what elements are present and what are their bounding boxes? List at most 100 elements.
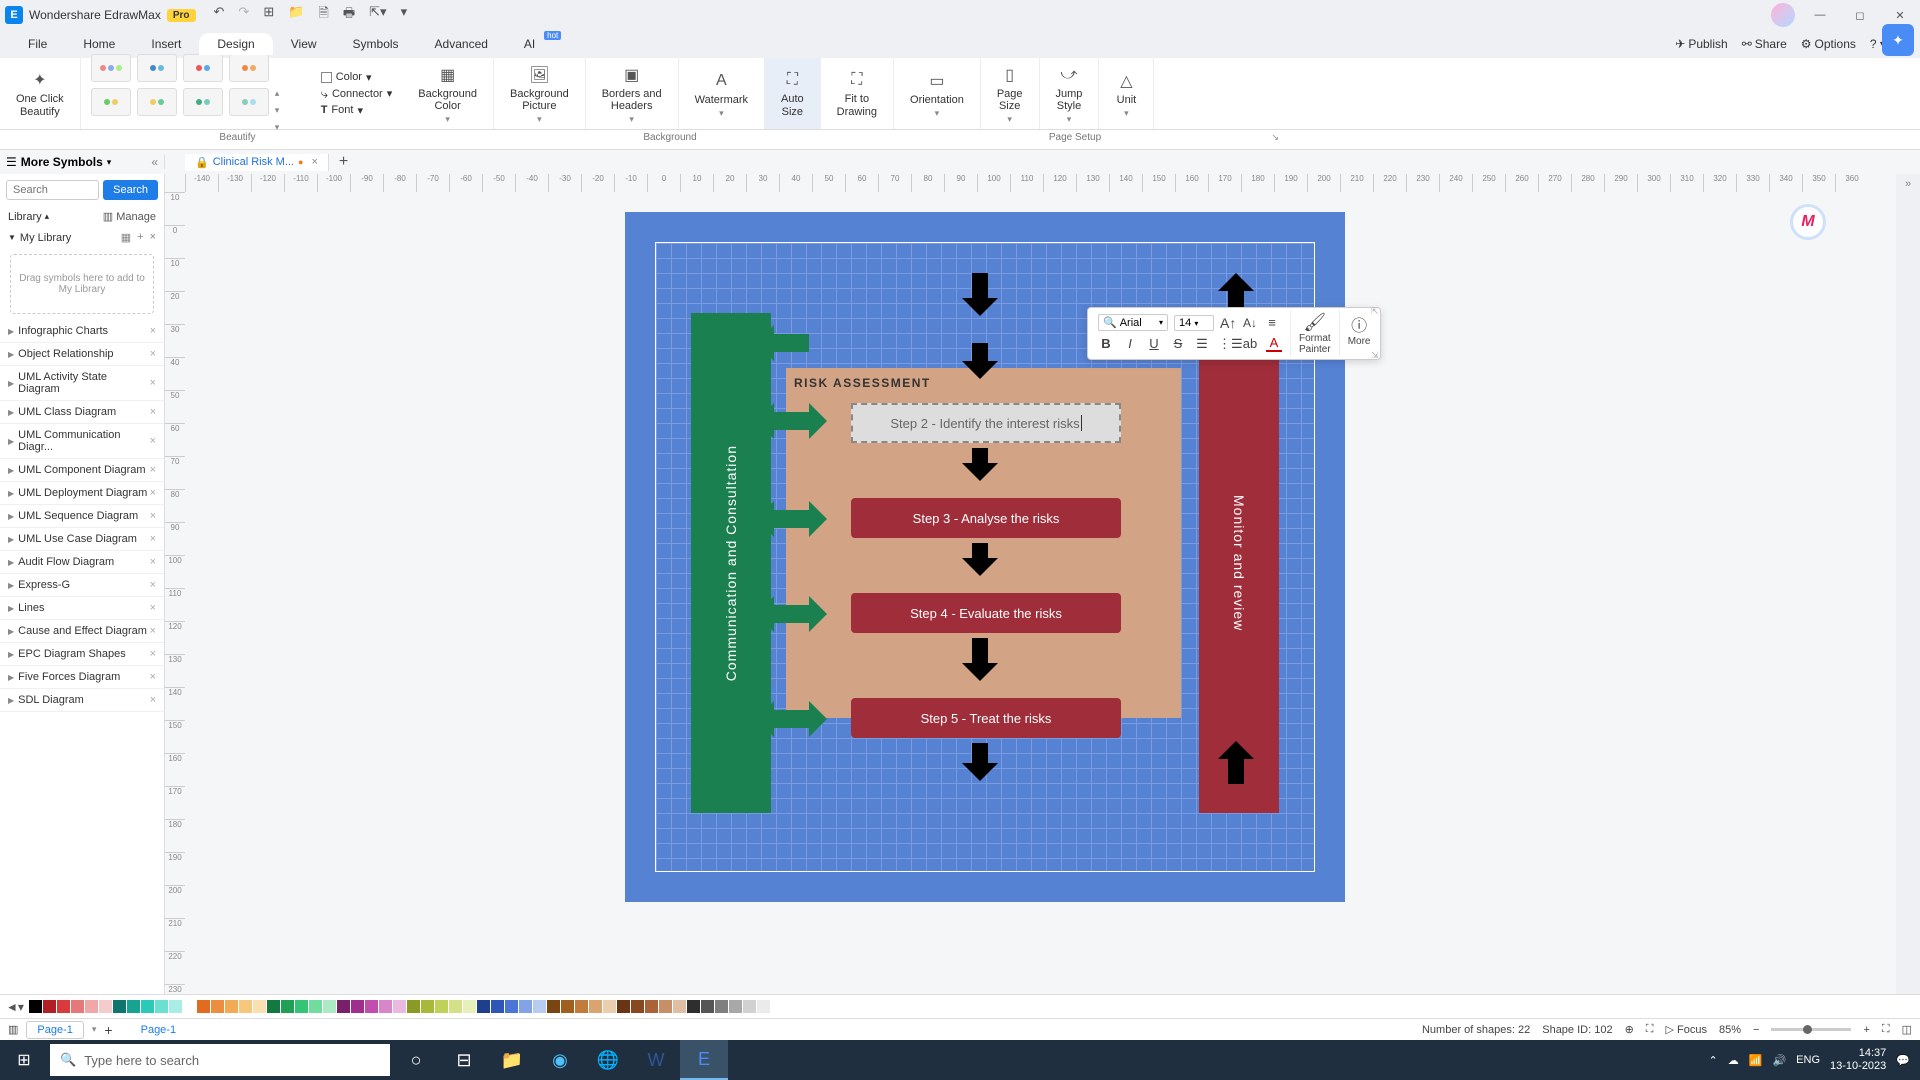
color-swatch[interactable]	[155, 1000, 168, 1013]
color-swatch[interactable]	[197, 1000, 210, 1013]
color-swatch[interactable]	[309, 1000, 322, 1013]
target-icon[interactable]: ⊕	[1625, 1023, 1634, 1036]
mylib-header[interactable]: ▼My Library ▦+×	[0, 227, 164, 248]
style-2[interactable]	[137, 54, 177, 82]
color-swatch[interactable]	[169, 1000, 182, 1013]
right-bar[interactable]: Monitor and review	[1199, 313, 1279, 813]
page-tab[interactable]: Page-1	[26, 1021, 83, 1039]
color-swatch[interactable]	[757, 1000, 770, 1013]
bold-icon[interactable]: B	[1098, 336, 1114, 351]
color-swatch[interactable]	[533, 1000, 546, 1013]
color-swatch[interactable]	[435, 1000, 448, 1013]
color-swatch[interactable]	[603, 1000, 616, 1013]
remove-icon[interactable]: ×	[150, 231, 156, 244]
color-swatch[interactable]	[351, 1000, 364, 1013]
color-swatch[interactable]	[141, 1000, 154, 1013]
color-swatch[interactable]	[505, 1000, 518, 1013]
fontcolor-icon[interactable]: A	[1266, 335, 1282, 352]
sub-icon[interactable]: ab	[1242, 336, 1258, 351]
bg-picture-button[interactable]: 🖼Background Picture	[504, 62, 575, 114]
add-icon[interactable]: +	[137, 231, 143, 244]
redo-icon[interactable]: ↷	[238, 4, 249, 26]
color-swatch[interactable]	[127, 1000, 140, 1013]
word-icon[interactable]: W	[632, 1040, 680, 1080]
color-swatch[interactable]	[645, 1000, 658, 1013]
panels-icon[interactable]: ◫	[1902, 1023, 1912, 1036]
color-swatch[interactable]	[589, 1000, 602, 1013]
menu-tab-advanced[interactable]: Advanced	[417, 33, 506, 55]
color-swatch[interactable]	[365, 1000, 378, 1013]
color-swatch[interactable]	[519, 1000, 532, 1013]
color-swatch[interactable]	[631, 1000, 644, 1013]
watermark-button[interactable]: AWatermark	[689, 68, 754, 108]
collapse-panel-icon[interactable]: «	[151, 155, 158, 169]
search-button[interactable]: Search	[103, 180, 158, 200]
lib-item[interactable]: ▶Express-G×	[0, 574, 164, 597]
style-5[interactable]	[91, 88, 131, 116]
style-1[interactable]	[91, 54, 131, 82]
explorer-icon[interactable]: 📁	[488, 1040, 536, 1080]
style-8[interactable]	[229, 88, 269, 116]
color-swatch[interactable]	[253, 1000, 266, 1013]
m-badge[interactable]: M	[1790, 204, 1826, 240]
eyedropper-icon[interactable]: ◄▾	[6, 1000, 24, 1014]
jumpstyle-button[interactable]: ⤻Jump Style	[1050, 62, 1089, 114]
color-swatch[interactable]	[71, 1000, 84, 1013]
lib-item[interactable]: ▶UML Component Diagram×	[0, 459, 164, 482]
cloud-icon[interactable]: ☁	[1728, 1054, 1739, 1067]
color-swatch[interactable]	[729, 1000, 742, 1013]
cortana-icon[interactable]: ○	[392, 1040, 440, 1080]
tray-chevron-icon[interactable]: ⌃	[1709, 1054, 1718, 1067]
color-swatch[interactable]	[561, 1000, 574, 1013]
color-swatch[interactable]	[743, 1000, 756, 1013]
lib-item[interactable]: ▶Five Forces Diagram×	[0, 666, 164, 689]
pages-icon[interactable]: ▥	[8, 1023, 18, 1036]
autosize-button[interactable]: ⛶Auto Size	[775, 67, 810, 119]
align-icon[interactable]: ≡	[1264, 315, 1280, 330]
undo-icon[interactable]: ↶	[214, 4, 225, 26]
hamburger-icon[interactable]: ☰	[6, 155, 17, 169]
volume-icon[interactable]: 🔊	[1772, 1054, 1786, 1067]
menu-tab-home[interactable]: Home	[65, 33, 133, 55]
color-swatch[interactable]	[687, 1000, 700, 1013]
lib-item[interactable]: ▶UML Sequence Diagram×	[0, 505, 164, 528]
export-icon[interactable]: ⇱▾	[369, 4, 386, 26]
drop-area[interactable]: Drag symbols here to add to My Library	[10, 254, 154, 314]
orientation-button[interactable]: ▭Orientation	[904, 68, 970, 108]
fit-icon[interactable]: ⛶	[1882, 1023, 1890, 1036]
color-swatch[interactable]	[407, 1000, 420, 1013]
color-dropdown[interactable]: Color ▾	[321, 71, 393, 84]
color-swatch[interactable]	[393, 1000, 406, 1013]
color-swatch[interactable]	[449, 1000, 462, 1013]
menu-tab-ai[interactable]: AIhot	[506, 33, 553, 55]
color-swatch[interactable]	[183, 1000, 196, 1013]
close-tab-icon[interactable]: ×	[311, 156, 317, 168]
color-swatch[interactable]	[547, 1000, 560, 1013]
color-swatch[interactable]	[225, 1000, 238, 1013]
step3-box[interactable]: Step 3 - Analyse the risks	[851, 498, 1121, 538]
publish-button[interactable]: ✈ Publish	[1675, 37, 1727, 51]
color-swatch[interactable]	[659, 1000, 672, 1013]
lang-indicator[interactable]: ENG	[1796, 1054, 1820, 1066]
color-swatch[interactable]	[715, 1000, 728, 1013]
bg-color-button[interactable]: ▦Background Color	[412, 62, 483, 114]
format-painter-button[interactable]: 🖌Format Painter	[1291, 310, 1340, 357]
fit-button[interactable]: ⛶Fit to Drawing	[831, 67, 883, 119]
minimize-button[interactable]: —	[1805, 3, 1835, 27]
color-swatch[interactable]	[29, 1000, 42, 1013]
font-dropdown[interactable]: T Font ▾	[321, 104, 393, 117]
notifications-icon[interactable]: 💬	[1896, 1054, 1910, 1067]
menu-tab-view[interactable]: View	[273, 33, 335, 55]
underline-icon[interactable]: U	[1146, 336, 1162, 351]
lib-item[interactable]: ▶UML Deployment Diagram×	[0, 482, 164, 505]
connector-dropdown[interactable]: ⤷ Connector ▾	[321, 86, 393, 102]
color-swatch[interactable]	[43, 1000, 56, 1013]
lib-item[interactable]: ▶Cause and Effect Diagram×	[0, 620, 164, 643]
new-icon[interactable]: ⊞	[263, 4, 274, 26]
print-icon[interactable]: 🖶	[343, 4, 355, 26]
lib-item[interactable]: ▶UML Communication Diagr...×	[0, 424, 164, 459]
italic-icon[interactable]: I	[1122, 336, 1138, 351]
document-tab[interactable]: 🔒 Clinical Risk M... ● ×	[185, 154, 329, 171]
menu-tab-file[interactable]: File	[10, 33, 65, 55]
avatar[interactable]	[1771, 3, 1795, 27]
